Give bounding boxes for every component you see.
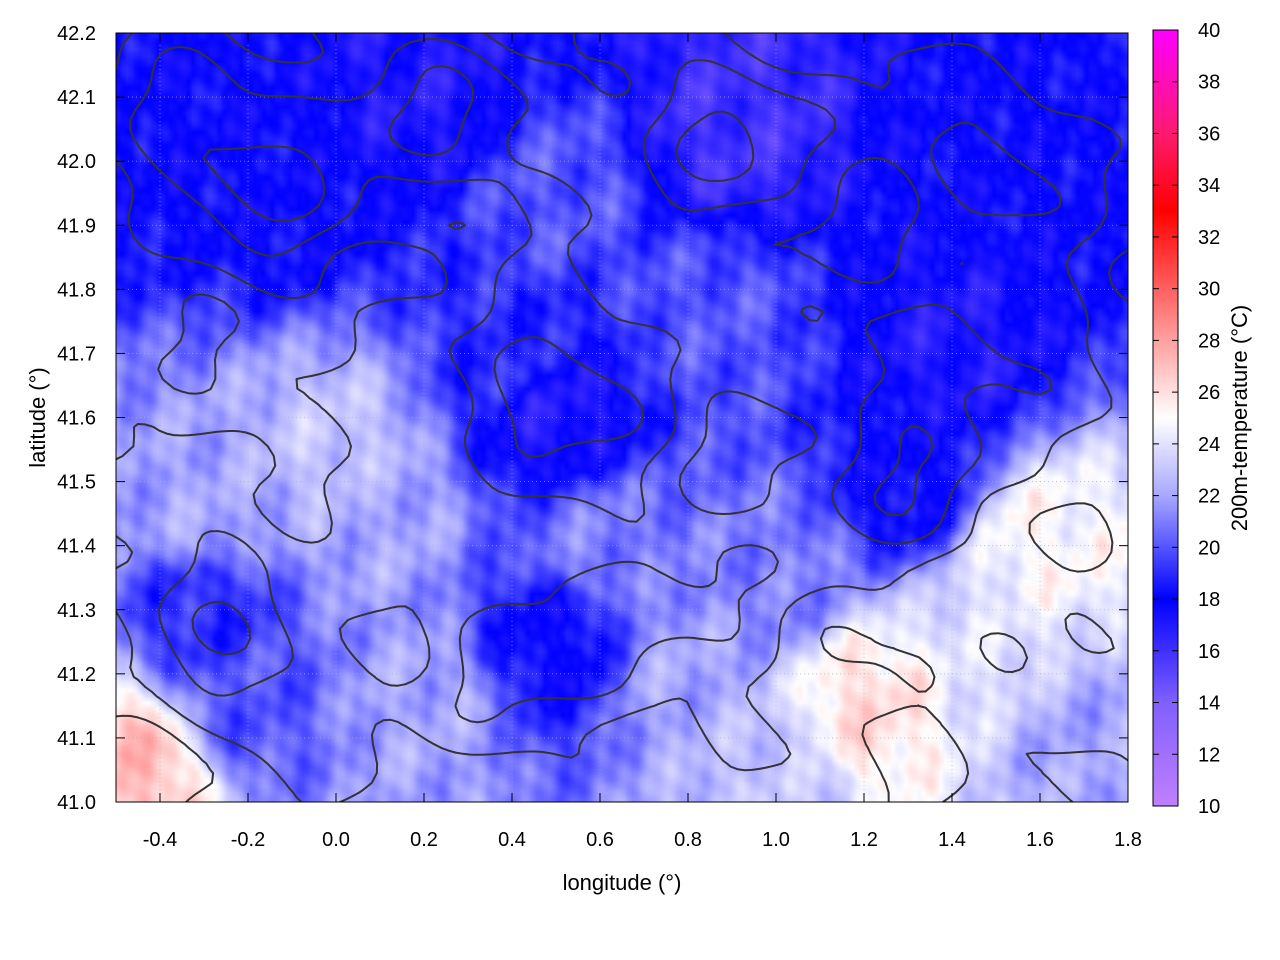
y-tick-label: 41.3	[57, 600, 96, 622]
x-tick-label: -0.4	[143, 829, 177, 851]
x-tick-label: 0.4	[498, 829, 526, 851]
x-tick-label: 1.4	[938, 829, 966, 851]
x-tick-label: 0.2	[410, 829, 438, 851]
y-tick-label: 41.6	[57, 408, 96, 430]
y-tick-label: 41.5	[57, 472, 96, 494]
y-tick-label: 42.2	[57, 23, 96, 45]
y-axis-label: latitude (°)	[25, 367, 50, 468]
y-tick-label: 41.7	[57, 343, 96, 365]
y-tick-label: 42.1	[57, 87, 96, 109]
y-tick-label: 41.1	[57, 728, 96, 750]
colorbar-tick-label: 40	[1198, 20, 1220, 42]
colorbar-tick-label: 32	[1198, 227, 1220, 249]
colorbar-tick-label: 36	[1198, 123, 1220, 145]
plot-area	[115, 32, 1129, 803]
colorbar-tick-label: 24	[1198, 434, 1220, 456]
colorbar-tick-marks	[1153, 29, 1178, 807]
colorbar-tick-label: 28	[1198, 330, 1220, 352]
colorbar-tick-label: 34	[1198, 175, 1220, 197]
x-tick-label: -0.2	[231, 829, 265, 851]
colorbar-tick-label: 26	[1198, 382, 1220, 404]
y-tick-label: 41.8	[57, 279, 96, 301]
x-tick-label: 1.6	[1026, 829, 1054, 851]
y-tick-label: 41.9	[57, 215, 96, 237]
x-tick-label: 0.8	[674, 829, 702, 851]
tick-marks	[116, 32, 1129, 803]
x-tick-label: 0.0	[322, 829, 350, 851]
colorbar-tick-label: 22	[1198, 486, 1220, 508]
colorbar-tick-label: 20	[1198, 537, 1220, 559]
y-tick-label: 42.0	[57, 151, 96, 173]
contour-line-5	[191, 65, 934, 656]
colorbar-tick-label: 12	[1198, 744, 1220, 766]
colorbar-tick-label: 14	[1198, 693, 1220, 715]
y-tick-label: 41.2	[57, 664, 96, 686]
x-tick-label: 1.2	[850, 829, 878, 851]
y-tick-label: 41.4	[57, 536, 96, 558]
colorbar-label: 200m-temperature (°C)	[1227, 305, 1252, 531]
x-axis-label: longitude (°)	[563, 870, 682, 895]
colorbar-tick-label: 18	[1198, 589, 1220, 611]
contour-line-4	[129, 38, 1062, 724]
elevation-contours	[116, 33, 1128, 802]
colorbar-tick-label: 16	[1198, 641, 1220, 663]
colorbar-gradient	[1152, 29, 1179, 807]
x-tick-label: 0.6	[586, 829, 614, 851]
colorbar-tick-label: 30	[1198, 279, 1220, 301]
x-tick-label: 1.8	[1114, 829, 1142, 851]
contour-line-2	[116, 249, 1128, 802]
x-axis-tick-labels: -0.4 -0.2 0.0 0.2 0.4 0.6 0.8 1.0 1.2 1.4 1.6 1.8	[143, 829, 1142, 851]
x-tick-label: 1.0	[762, 829, 790, 851]
contour-line-3	[116, 33, 1128, 802]
colorbar-tick-label: 10	[1198, 796, 1220, 818]
colorbar-tick-label: 38	[1198, 72, 1220, 94]
colorbar: 10 12 14 16 18 20 22 24 26 28 30 32 34 36 38 40 200m-te…	[1152, 20, 1252, 818]
y-axis-tick-labels: 41.0 41.1 41.2 41.3 41.4 41.5 41.6 41.7 41.8 41.9…	[57, 23, 96, 814]
y-tick-label: 41.0	[57, 792, 96, 814]
colorbar-tick-labels: 10 12 14 16 18 20 22 24 26 28 30 32 34 36 38 40	[1198, 20, 1220, 818]
